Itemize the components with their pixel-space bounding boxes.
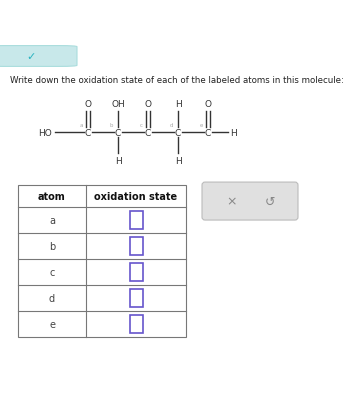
Text: H: H (230, 128, 237, 137)
FancyBboxPatch shape (0, 47, 77, 67)
FancyBboxPatch shape (202, 182, 298, 220)
Bar (130, 289, 142, 307)
Text: O: O (145, 100, 152, 109)
Text: oxidation state: oxidation state (94, 191, 177, 202)
Text: C: C (205, 128, 211, 137)
Text: ↺: ↺ (265, 195, 275, 208)
Text: e: e (49, 319, 55, 329)
Text: atom: atom (38, 191, 66, 202)
Text: b: b (110, 123, 113, 128)
Text: ✓: ✓ (27, 52, 36, 61)
Text: C: C (175, 128, 181, 137)
Text: ×: × (227, 195, 237, 208)
Text: HO: HO (38, 128, 52, 137)
Text: Deducing oxidation state from a Lewis structure: Deducing oxidation state from a Lewis st… (70, 26, 329, 35)
Text: d: d (169, 123, 173, 128)
Text: d: d (49, 293, 55, 303)
Text: e: e (199, 123, 203, 128)
Bar (130, 263, 142, 281)
Text: H: H (175, 100, 181, 109)
Text: C: C (145, 128, 151, 137)
Text: C: C (85, 128, 91, 137)
Text: a: a (49, 216, 55, 225)
Bar (18, 186, 186, 337)
Text: H: H (175, 157, 181, 166)
Text: c: c (140, 123, 143, 128)
Text: C: C (115, 128, 121, 137)
Text: c: c (49, 267, 55, 277)
Text: O: O (204, 100, 211, 109)
Bar (130, 211, 142, 229)
Text: OH: OH (111, 100, 125, 109)
Bar (130, 238, 142, 256)
Text: b: b (49, 241, 55, 252)
Text: H: H (115, 157, 121, 166)
Text: Write down the oxidation state of each of the labeled atoms in this molecule:: Write down the oxidation state of each o… (10, 76, 344, 85)
Text: a: a (79, 123, 83, 128)
Text: Principles of Organic Chemistry: Principles of Organic Chemistry (70, 8, 183, 14)
Text: O: O (84, 100, 91, 109)
Bar (130, 315, 142, 333)
